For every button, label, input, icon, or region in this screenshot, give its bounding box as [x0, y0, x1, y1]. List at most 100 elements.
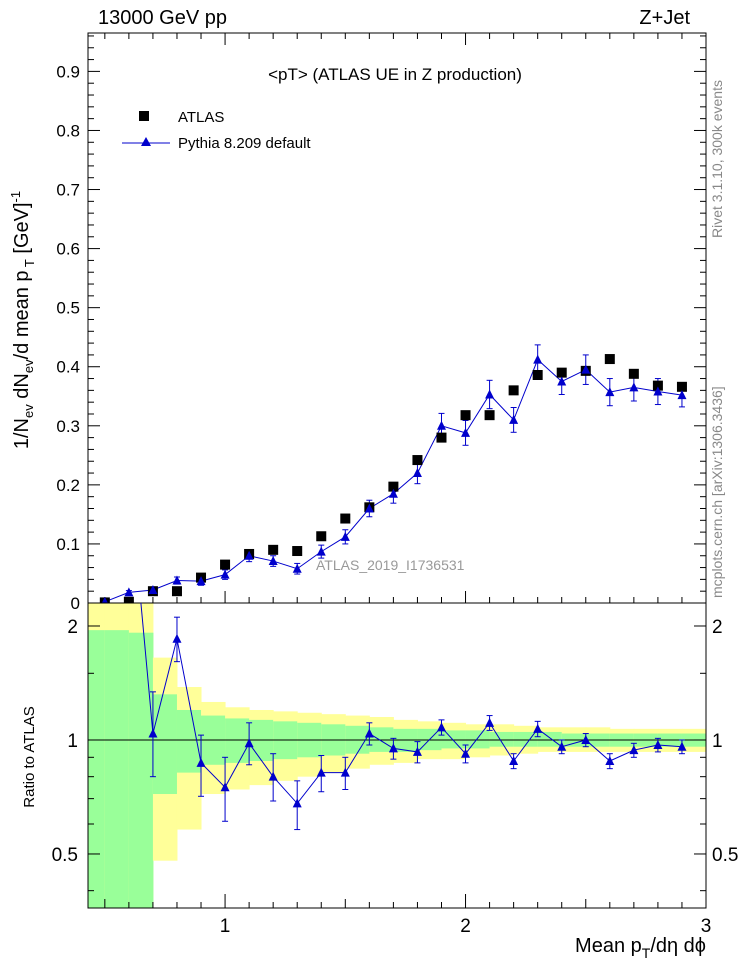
ratio-point — [340, 767, 350, 777]
process-label: Z+Jet — [639, 7, 690, 29]
legend: ATLAS Pythia 8.209 default — [122, 109, 311, 152]
x-axis-label: Mean pT/dη dϕ — [575, 935, 706, 961]
ratio-point — [172, 633, 182, 643]
pythia-point — [677, 390, 687, 400]
energy-label: 13000 GeV pp — [98, 7, 227, 29]
ratio-point — [412, 746, 422, 756]
uncertainty-band-inner — [489, 731, 515, 747]
ratio-point — [316, 767, 326, 777]
legend-atlas-marker — [139, 111, 149, 121]
x-tick-label: 2 — [460, 916, 471, 937]
legend-pythia-marker — [141, 137, 151, 146]
ratio-point — [436, 722, 446, 732]
ratio-y-axis-label: Ratio to ATLAS — [21, 706, 38, 807]
uncertainty-band-inner — [225, 718, 250, 763]
pythia-point — [653, 386, 663, 396]
atlas-data-point — [171, 586, 182, 597]
main-y-tick-label: 0.9 — [56, 62, 80, 81]
pythia-point — [388, 488, 398, 498]
ratio-point — [461, 748, 471, 758]
atlas-data-point — [556, 367, 567, 378]
pythia-point — [340, 531, 350, 541]
main-y-tick-label: 0.5 — [56, 299, 80, 318]
atlas-data-point — [340, 513, 351, 524]
atlas-data-point — [628, 368, 639, 379]
atlas-data-point — [412, 455, 423, 466]
pythia-point — [629, 382, 639, 392]
ratio-point — [292, 798, 302, 808]
uncertainty-band-inner — [465, 730, 491, 749]
uncertainty-band-inner — [128, 632, 154, 908]
pythia-point — [292, 563, 302, 573]
atlas-data-point — [436, 432, 447, 443]
atlas-data-point — [676, 381, 687, 392]
pythia-point — [509, 414, 519, 424]
ratio-y-tick-label: 0.5 — [52, 845, 78, 866]
ratio-frame — [87, 602, 707, 909]
atlas-data-point — [508, 385, 519, 396]
atlas-data-point — [388, 481, 399, 492]
legend-atlas-label: ATLAS — [178, 109, 224, 126]
ratio-y-tick-label-right: 2 — [712, 617, 723, 638]
legend-pythia-label: Pythia 8.209 default — [178, 135, 311, 152]
main-y-axis-label: 1/Nev dNev/d mean p T [GeV]-1 — [8, 191, 37, 449]
watermark: ATLAS_2019_I1736531 — [316, 557, 465, 573]
ratio-point — [388, 743, 398, 753]
ratio-plot-area: 0.5 0.5 1 1 2 2 1 2 3 — [52, 602, 738, 937]
uncertainty-band-inner — [104, 630, 130, 908]
pythia-point — [533, 354, 543, 364]
mcplots-label: mcplots.cern.ch [arXiv:1306.3436] — [709, 386, 725, 598]
atlas-data-point — [123, 596, 134, 607]
atlas-data-point — [292, 546, 303, 557]
atlas-data-point — [604, 354, 615, 365]
ratio-point — [581, 734, 591, 744]
ratio-series — [140, 603, 687, 831]
ratio-y-tick-label: 2 — [67, 617, 78, 638]
ratio-point — [364, 728, 374, 738]
main-y-tick-label: 0 — [71, 594, 80, 613]
pythia-point — [148, 585, 158, 595]
pythia-point — [461, 427, 471, 437]
pythia-point — [196, 576, 206, 586]
pythia-point — [436, 420, 446, 430]
ratio-point — [677, 741, 687, 751]
pythia-point — [316, 546, 326, 556]
x-tick-label: 1 — [220, 916, 231, 937]
pythia-point — [124, 587, 134, 597]
uncertainty-band-inner — [441, 730, 467, 749]
ratio-point — [557, 741, 567, 751]
main-y-tick-label: 0.4 — [56, 358, 80, 377]
ratio-point — [148, 728, 158, 738]
ratio-point — [196, 757, 206, 767]
ratio-point — [533, 723, 543, 733]
ratio-point — [629, 745, 639, 755]
pythia-point — [485, 389, 495, 399]
ratio-y-tick-label-right: 1 — [712, 731, 723, 752]
uncertainty-band-inner — [176, 709, 202, 773]
atlas-data-point — [220, 559, 231, 570]
pythia-point — [220, 569, 230, 579]
main-y-tick-label: 0.8 — [56, 121, 80, 140]
pythia-point — [557, 376, 567, 386]
ratio-point — [485, 717, 495, 727]
uncertainty-band-inner — [152, 694, 178, 795]
uncertainty-band-inner — [88, 630, 106, 908]
main-y-tick-label: 0.6 — [56, 240, 80, 259]
pythia-point — [364, 503, 374, 513]
chart-title: <pT> (ATLAS UE in Z production) — [268, 65, 522, 84]
ratio-y-tick-label: 1 — [67, 731, 78, 752]
main-y-tick-label: 0.2 — [56, 476, 80, 495]
atlas-data-point — [460, 410, 471, 421]
ratio-point — [509, 756, 519, 766]
ratio-point — [605, 756, 615, 766]
pythia-point — [412, 468, 422, 478]
pythia-point — [172, 575, 182, 585]
main-panel: 0 0.1 0.2 0.3 0.4 0.5 0.6 0.7 0.8 0.9 <pT> (ATLAS… — [8, 32, 707, 613]
atlas-data-point — [316, 531, 327, 542]
atlas-data-point — [484, 410, 495, 421]
atlas-data-point — [652, 380, 663, 391]
rivet-label: Rivet 3.1.10, 300k events — [709, 80, 725, 238]
main-y-tick-label: 0.7 — [56, 181, 80, 200]
ratio-y-tick-label-right: 0.5 — [712, 845, 738, 866]
